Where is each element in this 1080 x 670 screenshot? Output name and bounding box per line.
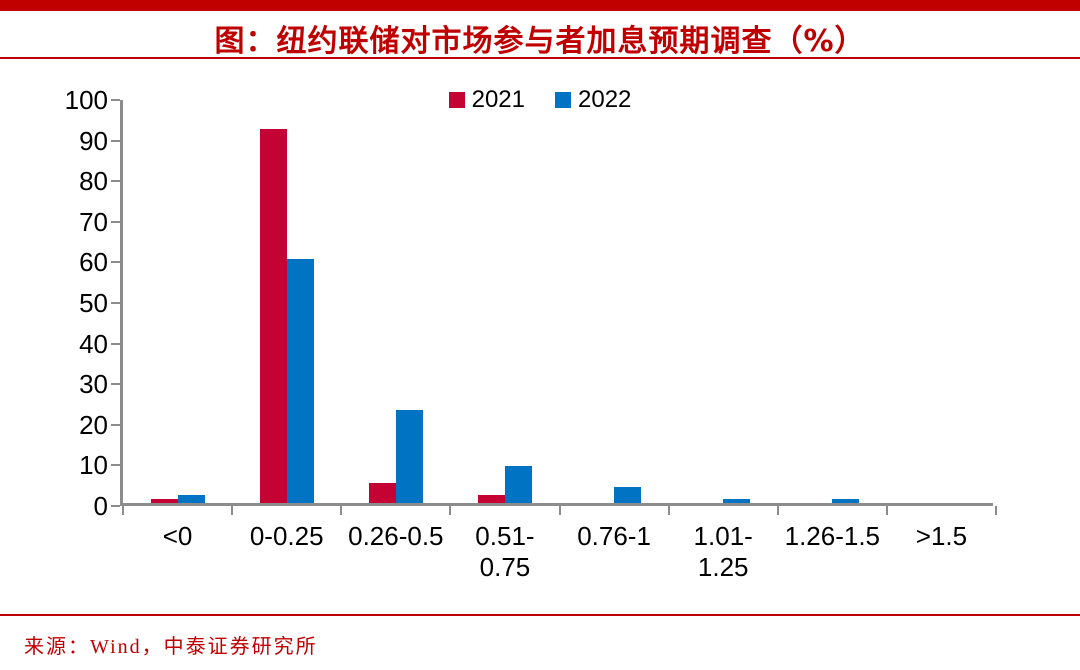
- y-axis-tick: [111, 302, 120, 304]
- plot-area: 0 10 20 30 40 50 60 70 80 90 100 <0 0-0.25 0.26-0.5 0.…: [65, 87, 997, 582]
- y-axis-tick: [111, 99, 120, 102]
- y-axis-tick: [111, 220, 120, 223]
- x-axis-tick: [558, 506, 561, 515]
- x-axis-label: 1.26-1.5: [785, 521, 880, 552]
- bar-2022-1.26-1.5: [832, 498, 860, 503]
- x-axis-label-line: 0-0.25: [249, 521, 324, 551]
- chart-legend: 2021 2022: [0, 86, 1080, 114]
- bar-2022-<0: [177, 494, 205, 503]
- x-axis-label: 1.01- 1.25: [694, 521, 753, 582]
- legend-item-2022: 2022: [555, 86, 631, 114]
- legend-swatch-2022: [555, 92, 571, 108]
- y-axis-tick-label: 20: [79, 409, 108, 440]
- x-axis-label-line: 0.75: [479, 551, 531, 582]
- y-axis-tick: [111, 342, 120, 345]
- x-axis-label: >1.5: [916, 521, 967, 552]
- y-axis-tick: [111, 139, 120, 142]
- x-axis-label-line: <0: [162, 521, 193, 551]
- x-axis-label: 0.76-1: [577, 521, 651, 552]
- y-axis-tick-label: 60: [79, 247, 108, 278]
- top-accent-bar: [0, 0, 1080, 11]
- title-underline: [0, 57, 1080, 59]
- x-axis-tick: [340, 506, 343, 515]
- x-axis-label: <0: [163, 521, 193, 552]
- y-axis-tick: [111, 505, 120, 507]
- bar-2021-0-0.25: [259, 129, 287, 503]
- bar-2021-0.26-0.5: [368, 482, 396, 503]
- y-axis-tick-label: 0: [93, 491, 108, 521]
- chart-title: 图：纽约联储对市场参与者加息预期调查（%）: [214, 24, 866, 59]
- x-axis-label-line: 1.25: [697, 551, 749, 582]
- x-axis-tick: [122, 506, 124, 515]
- x-axis-label-line: 1.01-: [693, 521, 753, 551]
- y-axis-tick-label: 30: [79, 369, 108, 400]
- x-axis-label: 0.26-0.5: [348, 521, 443, 552]
- x-axis-tick: [995, 506, 997, 515]
- y-axis-tick: [111, 261, 120, 264]
- source-note: 来源：Wind，中泰证券研究所: [24, 636, 318, 658]
- x-axis-tick: [667, 506, 670, 515]
- y-axis-tick-label: 100: [64, 85, 108, 115]
- y-axis-tick-label: 80: [79, 166, 108, 197]
- legend-label-2021: 2021: [471, 86, 525, 113]
- bar-2022-0.51-0.75: [504, 466, 532, 503]
- x-axis-tick: [776, 506, 779, 515]
- y-axis-tick-label: 70: [79, 206, 108, 237]
- y-axis-tick: [111, 383, 120, 386]
- x-axis-label: 0.51- 0.75: [475, 521, 534, 582]
- y-axis-tick-label: 50: [79, 288, 108, 318]
- legend-label-2022: 2022: [578, 86, 632, 113]
- legend-item-2021: 2021: [448, 86, 525, 114]
- y-axis-tick: [111, 423, 120, 426]
- bar-2022-0.26-0.5: [395, 409, 423, 503]
- bar-2021-0.51-0.75: [477, 494, 505, 503]
- y-axis-tick: [111, 464, 120, 467]
- legend-swatch-2021: [448, 92, 465, 108]
- x-axis-label-line: 0.76-1: [577, 521, 651, 551]
- x-axis-tick: [231, 506, 234, 515]
- x-axis-label-line: 1.26-1.5: [784, 521, 881, 551]
- x-axis-label-line: >1.5: [915, 521, 968, 551]
- bar-2021-<0: [150, 498, 178, 503]
- x-axis-label: 0-0.25: [250, 521, 324, 552]
- y-axis-tick-label: 40: [79, 328, 108, 359]
- x-axis-label-line: 0.51-: [475, 521, 535, 551]
- y-axis-tick-label: 10: [79, 450, 108, 481]
- footer-divider: [0, 614, 1080, 616]
- y-axis-tick-label: 90: [79, 125, 108, 156]
- x-axis-tick: [449, 506, 452, 515]
- x-axis-label-line: 0.26-0.5: [348, 521, 444, 551]
- bar-2022-0-0.25: [286, 259, 314, 503]
- bar-2022-1.01-1.25: [723, 498, 751, 503]
- y-axis-tick: [111, 180, 120, 183]
- x-axis-tick: [885, 506, 888, 515]
- bar-2022-0.76-1: [614, 486, 642, 503]
